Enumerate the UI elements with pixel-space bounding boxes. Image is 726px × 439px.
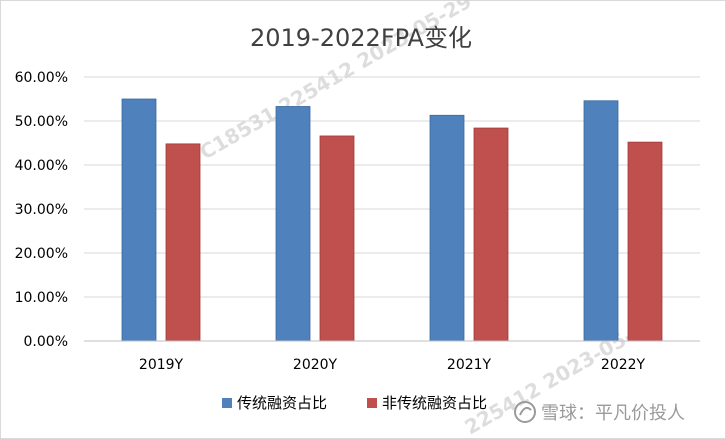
legend-swatch-nontraditional [367, 398, 377, 408]
legend: 传统融资占比 非传统融资占比 [222, 394, 487, 412]
y-axis-ticks: 0.00% 10.00% 20.00% 30.00% 40.00% 50.00% 60.00… [15, 70, 68, 350]
x-tick-label: 2020Y [293, 357, 338, 373]
y-tick-label: 60.00% [15, 70, 68, 86]
legend-swatch-traditional [222, 398, 232, 408]
watermark-text: 雪球：平凡价投人 [541, 403, 685, 424]
bar-traditional-2020Y [275, 106, 311, 342]
x-axis-ticks: 2019Y 2020Y 2021Y 2022Y [139, 357, 646, 373]
bar-nontraditional-2022Y [627, 141, 663, 342]
bar-traditional-2021Y [429, 114, 465, 342]
bars [121, 98, 663, 342]
x-tick-label: 2022Y [601, 357, 646, 373]
legend-label-traditional: 传统融资占比 [237, 394, 327, 412]
x-tick-label: 2021Y [447, 357, 492, 373]
y-tick-label: 0.00% [24, 334, 68, 350]
chart-title: 2019-2022FPA变化 [250, 24, 472, 52]
y-tick-label: 40.00% [15, 158, 68, 174]
legend-label-nontraditional: 非传统融资占比 [382, 394, 487, 412]
x-tick-label: 2019Y [139, 357, 184, 373]
y-tick-label: 20.00% [15, 246, 68, 262]
snowball-logo-icon [514, 401, 536, 423]
watermark: 雪球：平凡价投人 [514, 401, 685, 424]
y-tick-label: 50.00% [15, 114, 68, 130]
bar-nontraditional-2020Y [319, 135, 355, 342]
bar-traditional-2022Y [583, 100, 619, 342]
y-tick-label: 10.00% [15, 290, 68, 306]
bar-nontraditional-2021Y [473, 127, 509, 342]
bar-nontraditional-2019Y [165, 143, 201, 342]
bar-traditional-2019Y [121, 98, 157, 342]
y-tick-label: 30.00% [15, 202, 68, 218]
